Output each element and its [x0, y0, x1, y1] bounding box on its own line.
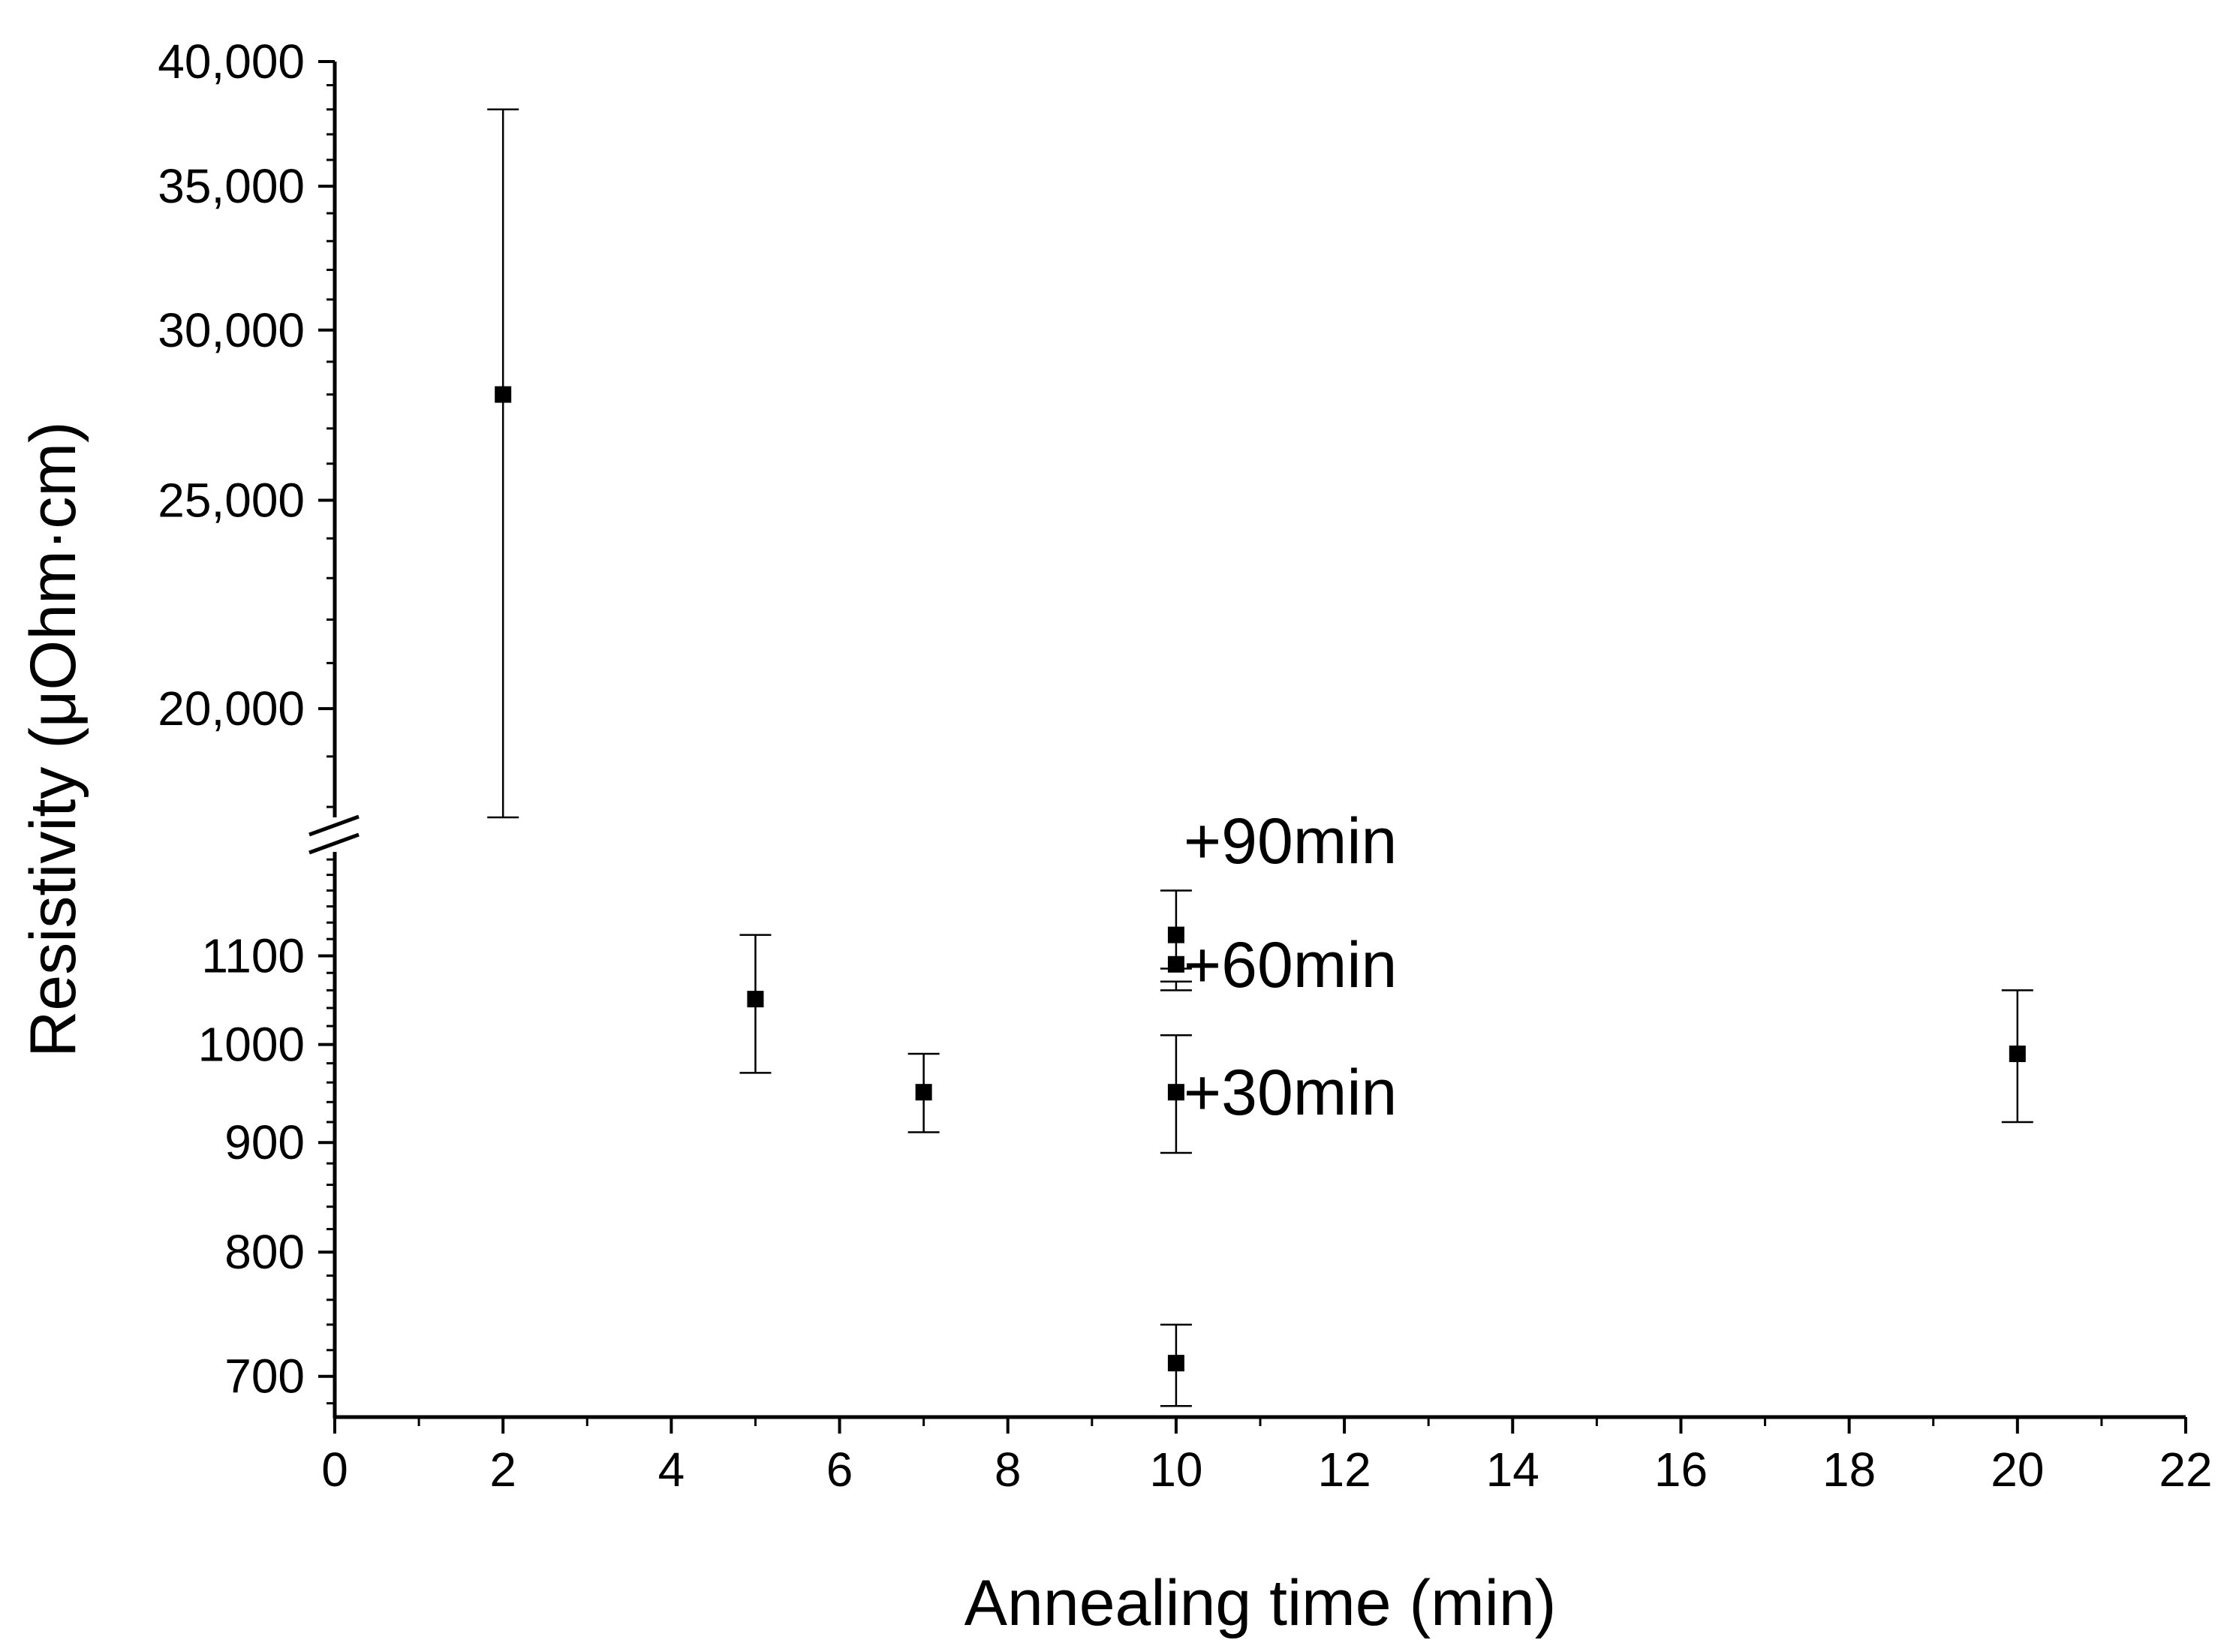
square-marker	[915, 1084, 932, 1101]
annotation-label: +30min	[1184, 1057, 1397, 1129]
square-marker	[1167, 1084, 1184, 1101]
y-tick-label: 1000	[198, 1018, 305, 1072]
x-tick-label: 10	[1149, 1443, 1202, 1497]
x-tick-label: 16	[1654, 1443, 1708, 1497]
data-point	[907, 1052, 940, 1133]
annotations: +90min +60min +30min	[1184, 805, 1397, 1129]
y-tick-label: 800	[224, 1225, 305, 1279]
x-tick-label: 6	[826, 1443, 853, 1497]
x-axis-title: Annealing time (min)	[965, 1567, 1557, 1639]
y-tick-label: 900	[224, 1115, 305, 1169]
y-tick-label: 35,000	[158, 159, 305, 213]
y-tick-label: 1100	[201, 928, 305, 982]
annotation-label: +60min	[1184, 929, 1397, 1001]
annotation-label: +90min	[1184, 805, 1397, 877]
square-marker	[1167, 926, 1184, 943]
y-tick-label: 40,000	[158, 35, 305, 89]
square-marker	[747, 991, 764, 1008]
x-tick-label: 4	[658, 1443, 685, 1497]
x-tick-label: 22	[2159, 1443, 2212, 1497]
y-axis-title: Resistivity (μOhm·cm)	[17, 421, 89, 1057]
x-tick-label: 12	[1317, 1443, 1371, 1497]
x-ticks: 0 2 4 6 8 10 12 14 16 18 20 22	[321, 1417, 2213, 1497]
y-tick-label: 700	[224, 1350, 305, 1404]
x-tick-label: 14	[1486, 1443, 1539, 1497]
data-point	[1160, 1034, 1192, 1154]
x-tick-label: 8	[995, 1443, 1022, 1497]
axis-break-marker	[308, 814, 360, 855]
data-point	[739, 934, 772, 1074]
y-tick-label: 20,000	[158, 682, 305, 736]
y-axis: 20,000 25,000 30,000 35,000 40,000 700 800 900 1…	[17, 35, 360, 1419]
square-marker	[2009, 1046, 2026, 1063]
y-ticks: 20,000 25,000 30,000 35,000 40,000 700 800 900 1…	[158, 35, 335, 1405]
x-tick-label: 20	[1991, 1443, 2044, 1497]
data-point	[1160, 889, 1192, 970]
data-point	[2001, 989, 2033, 1124]
x-axis: 0 2 4 6 8 10 12 14 16 18 20 22 Annealing time (min)	[321, 1415, 2213, 1639]
x-tick-label: 0	[321, 1443, 348, 1497]
square-marker	[495, 386, 512, 403]
data-point	[1160, 1323, 1192, 1407]
x-tick-label: 2	[489, 1443, 516, 1497]
data-point	[487, 108, 519, 819]
x-tick-label: 18	[1822, 1443, 1876, 1497]
y-tick-label: 25,000	[158, 474, 305, 528]
data-marks	[487, 108, 2033, 1407]
y-tick-label: 30,000	[158, 303, 305, 357]
square-marker	[1167, 1355, 1184, 1372]
